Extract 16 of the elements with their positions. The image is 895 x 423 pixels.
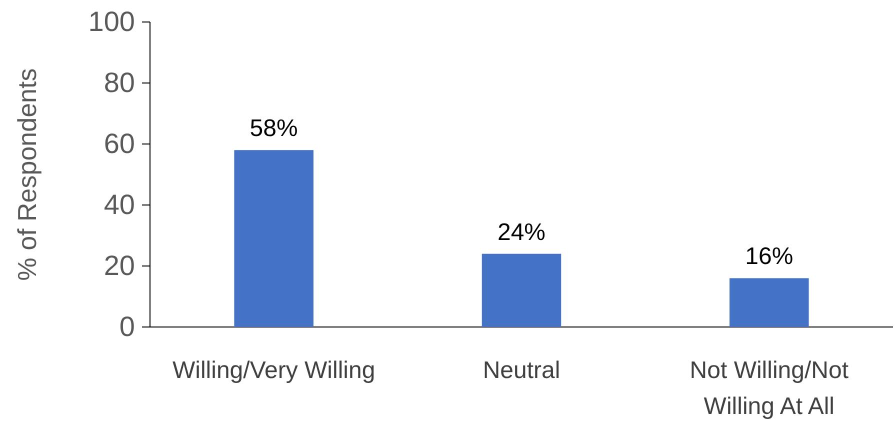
data-label: 16% [745,243,794,270]
y-axis-title: % of Respondents [12,68,42,281]
y-tick-label: 0 [119,310,135,342]
y-tick-label: 100 [88,6,135,37]
data-label: 58% [250,115,298,142]
data-label: 24% [497,218,546,246]
y-tick-label: 60 [104,128,135,159]
x-tick-label: Not Willing/Not Willing At All [690,357,849,420]
y-tick-label: 80 [104,66,135,98]
bar [482,254,562,327]
y-tick-label: 20 [104,250,135,281]
bar [234,150,314,327]
bar [730,278,809,327]
x-tick-label: Willing/Very Willing [172,357,376,384]
y-tick-label: 40 [104,188,135,220]
x-tick-label: Neutral [482,357,560,384]
